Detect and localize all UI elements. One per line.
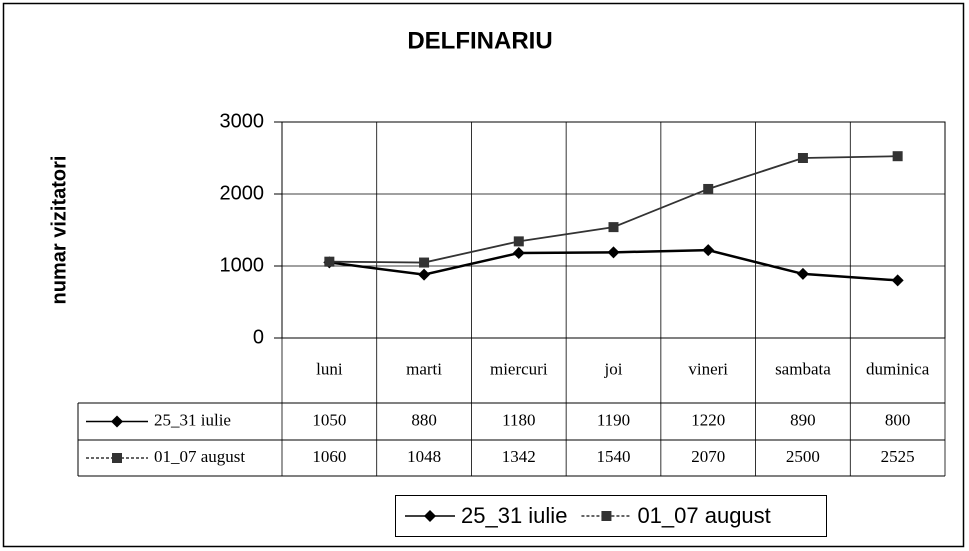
table-value: 1060 <box>312 447 346 466</box>
y-tick-label: 1000 <box>220 254 265 276</box>
chart-title: DELFINARIU <box>407 27 552 54</box>
table-value: 800 <box>885 410 911 429</box>
x-tick-label: marti <box>406 359 442 378</box>
table-value: 1190 <box>597 410 630 429</box>
data-point <box>419 257 430 268</box>
data-point <box>512 247 525 260</box>
y-tick-label: 2000 <box>220 182 265 204</box>
table-value: 2070 <box>691 447 725 466</box>
legend-key-marker <box>112 453 122 463</box>
table-value: 890 <box>790 410 816 429</box>
data-point <box>513 236 524 247</box>
table-value: 1540 <box>597 447 631 466</box>
y-tick-label: 3000 <box>220 110 265 132</box>
x-tick-label: joi <box>604 359 623 378</box>
legend-key-marker <box>424 510 436 522</box>
x-tick-label: vineri <box>688 359 728 378</box>
data-point <box>418 268 431 281</box>
table-value: 2500 <box>786 447 820 466</box>
y-tick-label: 0 <box>253 326 264 348</box>
legend-label: 25_31 iulie <box>461 503 567 528</box>
table-value: 880 <box>411 410 437 429</box>
x-tick-label: luni <box>316 359 343 378</box>
data-point <box>702 244 715 257</box>
legend-key-marker <box>601 511 612 521</box>
legend-key-marker <box>111 415 123 428</box>
table-series-name: 25_31 iulie <box>154 410 231 429</box>
data-point <box>607 246 620 259</box>
data-point <box>608 222 619 233</box>
data-point <box>891 274 904 287</box>
data-point <box>797 153 808 163</box>
x-tick-label: sambata <box>775 359 831 378</box>
legend-label: 01_07 august <box>637 503 770 528</box>
table-value: 1342 <box>502 447 536 466</box>
table-series-name: 01_07 august <box>154 447 245 466</box>
data-point <box>892 151 903 162</box>
data-point <box>796 267 809 280</box>
table-value: 2525 <box>881 447 915 466</box>
table-value: 1180 <box>502 410 535 429</box>
table-value: 1220 <box>691 410 725 429</box>
data-point <box>703 183 714 194</box>
table-value: 1048 <box>407 447 441 466</box>
data-point <box>324 256 335 267</box>
y-axis-label: numar vizitatori <box>48 156 70 305</box>
x-tick-label: miercuri <box>490 359 548 378</box>
x-tick-label: duminica <box>866 359 930 378</box>
table-value: 1050 <box>312 410 346 429</box>
